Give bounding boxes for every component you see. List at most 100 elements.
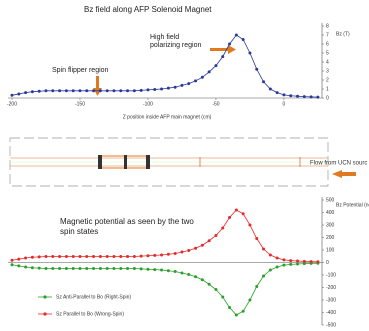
data-point: [78, 267, 82, 270]
data-point: [160, 87, 164, 91]
x-tick-label: -150: [75, 101, 85, 107]
series-line: [11, 262, 318, 316]
data-point: [37, 89, 41, 93]
data-point: [241, 38, 245, 41]
data-point: [105, 255, 109, 258]
y-tick-label: 3: [326, 68, 329, 74]
data-point: [44, 267, 48, 270]
data-point: [309, 260, 313, 264]
data-point: [234, 208, 238, 212]
legend-label: Sz Parallel to Bo (Wrong-Spin): [56, 311, 124, 317]
data-point: [302, 262, 306, 266]
data-point: [268, 268, 272, 272]
data-point: [119, 89, 123, 93]
data-point: [221, 295, 225, 299]
data-point: [71, 255, 75, 258]
data-point: [180, 250, 184, 254]
data-point: [296, 259, 300, 263]
data-point: [44, 89, 48, 93]
data-point: [228, 306, 232, 309]
data-point: [234, 313, 238, 317]
data-point: [248, 51, 252, 55]
data-point: [200, 243, 204, 247]
data-point: [275, 265, 279, 269]
data-point: [207, 239, 211, 243]
x-axis-label: Z position inside AFP main magnet (cm): [123, 114, 212, 120]
y-tick-label: 4: [326, 59, 329, 65]
data-point: [289, 94, 293, 98]
data-point: [187, 273, 191, 276]
data-point: [71, 89, 75, 93]
data-point: [173, 85, 177, 89]
data-point: [30, 255, 34, 259]
data-point: [275, 91, 279, 95]
data-point: [58, 255, 62, 258]
data-point: [302, 259, 306, 263]
apparatus-diagram: Flow from UCN sourc: [9, 137, 367, 187]
data-point: [200, 75, 204, 79]
data-point: [30, 266, 34, 270]
data-point: [58, 89, 62, 93]
data-point: [139, 88, 143, 92]
data-point: [248, 298, 252, 302]
data-point: [112, 89, 116, 93]
data-point: [187, 82, 191, 86]
data-point: [119, 255, 123, 258]
data-point: [17, 264, 21, 268]
data-point: [139, 254, 143, 258]
data-point: [262, 80, 266, 84]
data-point: [194, 275, 198, 279]
data-point: [85, 255, 89, 258]
data-point: [10, 263, 14, 267]
y-tick-label: 6: [326, 41, 329, 47]
y-tick-label: 500: [326, 197, 335, 203]
data-point: [92, 89, 96, 93]
data-point: [268, 253, 272, 257]
data-point: [85, 89, 89, 93]
annotation-arrow: [93, 76, 102, 96]
annotation: High field polarizing region: [150, 34, 202, 49]
data-point: [180, 271, 184, 275]
data-point: [119, 267, 123, 270]
data-point: [166, 86, 170, 90]
data-point: [17, 257, 21, 261]
data-point: [214, 234, 218, 237]
data-point: [262, 247, 266, 251]
data-point: [98, 255, 102, 258]
data-point: [166, 269, 170, 273]
y-tick-label: 1: [326, 86, 329, 92]
data-point: [153, 268, 157, 272]
data-point: [296, 94, 300, 98]
legend-marker: [43, 312, 47, 316]
data-point: [37, 255, 41, 259]
x-tick-label: -50: [212, 101, 219, 107]
annotation-arrow: [210, 45, 236, 54]
data-point: [153, 253, 157, 257]
data-point: [24, 265, 28, 269]
data-point: [228, 216, 232, 219]
annotation: Spin flipper region: [52, 67, 109, 74]
legend-marker: [43, 295, 47, 299]
data-point: [241, 309, 245, 313]
data-point: [132, 255, 136, 258]
data-point: [105, 267, 109, 270]
y-axis-label: Bz Potential (neV): [336, 202, 369, 208]
data-point: [194, 79, 198, 83]
y-tick-label: 5: [326, 50, 329, 56]
data-point: [92, 267, 96, 270]
data-point: [51, 267, 55, 270]
data-point: [105, 89, 109, 93]
data-point: [92, 255, 96, 258]
y-tick-label: 0: [326, 95, 329, 101]
data-point: [214, 288, 218, 291]
data-point: [126, 267, 130, 270]
y-tick-label: 8: [326, 23, 329, 29]
data-point: [282, 263, 286, 267]
y-tick-label: 200: [326, 235, 335, 241]
data-point: [228, 42, 232, 46]
data-point: [24, 256, 28, 260]
y-tick-label: 300: [326, 222, 335, 228]
data-point: [160, 268, 164, 272]
data-point: [51, 255, 55, 258]
